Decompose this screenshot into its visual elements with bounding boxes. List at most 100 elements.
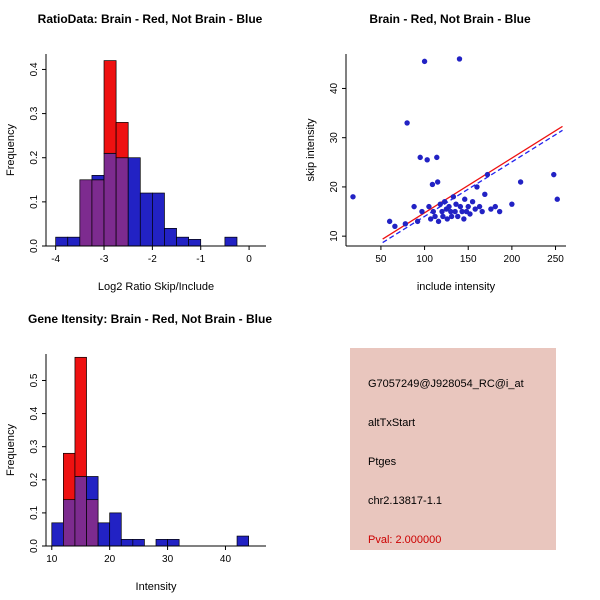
scatter-point [432,213,438,220]
probe-id-text: G7057249@J928054_RC@i_at [368,378,524,390]
scatter-point [482,191,488,198]
gene-intensity-histogram-title: Gene Itensity: Brain - Red, Not Brain - … [27,312,273,326]
gene-symbol-text: Ptges [368,456,397,468]
scatter-point [479,208,485,215]
scatter-point [429,181,436,188]
histogram-bar [155,539,168,547]
histogram-bar [152,192,165,247]
histogram-bar-overlap [63,499,76,547]
scatter-point [496,208,503,215]
scatter-point [488,206,494,212]
x-tick-label: -3 [100,254,109,265]
y-tick-label: 0.3 [29,106,40,120]
scatter-point [404,120,410,126]
histogram-bar-overlap [86,499,99,547]
x-tick-label: -1 [196,254,205,265]
histogram-bar [132,539,145,547]
histogram-bar-overlap [91,179,105,247]
brain-fit-line [382,125,563,240]
y-axis-label: skip intensity [305,118,317,181]
scatter-point [419,208,425,215]
histogram-bar [188,239,202,247]
scatter-point [386,218,393,225]
scatter-point [427,216,434,222]
ratio-histogram-chart: -4 -3 -2 -1 0 0.0 0.1 0.2 0.3 0.4 Log2 Ratio Skip/… [5,54,266,293]
histogram-bar [51,522,64,547]
y-tick-label: 0.1 [29,506,40,520]
chromosome-location-text: chr2.13817-1.1 [368,495,442,507]
scatter-point [446,203,452,210]
y-tick-label: 0.1 [29,194,40,208]
histogram-bar [109,512,122,547]
x-tick-label: -4 [51,254,60,265]
histogram-bar [97,522,111,547]
scatter-point [434,154,440,161]
histogram-bar [67,236,81,247]
histogram-bar-overlap [103,152,117,247]
scatter-point [411,203,417,210]
pvalue-text: Pval: 2.000000 [368,534,442,546]
y-tick-label: 30 [329,132,340,144]
scatter-point [455,213,461,220]
ratio-histogram-panel: RatioData: Brain - Red, Not Brain - Blue… [0,0,300,300]
scatter-point [448,208,454,215]
x-axis-label: Log2 Ratio Skip/Include [98,281,214,293]
x-tick-label: 100 [416,254,433,265]
x-axis-label: Intensity [136,581,177,593]
x-axis-label: include intensity [417,281,496,293]
histogram-bar-overlap [115,157,129,247]
x-tick-label: 30 [162,554,174,565]
scatter-point [484,171,491,178]
gene-intensity-histogram-chart: 10 20 30 40 0.0 0.1 0.2 0.3 0.4 0.5 Intensity Frequ… [5,354,266,593]
y-tick-label: 0.2 [29,472,40,486]
scatter-point [450,194,457,200]
scatter-point [444,216,450,222]
scatter-point [461,216,467,222]
y-tick-label: 0.2 [29,150,40,164]
histogram-bar [236,535,249,547]
scatter-point [414,218,421,225]
histogram-bar [55,236,69,247]
y-tick-label: 0.0 [29,539,40,553]
scatter-point [462,196,468,202]
histogram-bar [224,236,238,247]
event-type-text: altTxStart [368,417,416,429]
scatter-point [452,208,458,215]
scatter-panel: Brain - Red, Not Brain - Blue 50 100 150 20… [300,0,600,300]
y-tick-label: 0.4 [29,406,40,420]
x-tick-label: 10 [46,554,58,565]
scatter-point [456,56,463,62]
histogram-bar [103,60,117,154]
x-tick-label: 200 [504,254,521,265]
x-tick-label: 0 [246,254,252,265]
scatter-point [492,203,498,210]
x-tick-label: -2 [148,254,157,265]
scatter-point [509,201,515,207]
histogram-bar [120,539,134,547]
scatter-point [517,179,524,185]
scatter-point [554,196,560,202]
histogram-bar [167,539,180,547]
y-tick-label: 0.3 [29,439,40,453]
scatter-point [441,198,448,205]
scatter-point [440,213,446,220]
y-tick-label: 0.4 [29,62,40,76]
scatter-point [435,218,442,225]
scatter-point [474,184,480,190]
scatter-point [469,198,476,205]
scatter-point [426,203,432,210]
y-axis-label: Frequency [5,424,17,476]
histogram-bar [127,157,141,247]
scatter-point [476,203,483,210]
y-axis-label: Frequency [5,124,17,176]
y-tick-label: 10 [329,230,340,242]
histogram-bar [91,175,105,181]
y-tick-label: 40 [329,82,340,94]
scatter-point [459,208,465,215]
scatter-point [457,203,464,210]
x-tick-label: 50 [375,254,387,265]
scatter-point [448,213,455,220]
intensity-scatter-chart: 50 100 150 200 250 10 20 30 40 include intensity s… [305,54,566,293]
scatter-point [439,208,445,215]
histogram-bar-overlap [74,476,87,547]
